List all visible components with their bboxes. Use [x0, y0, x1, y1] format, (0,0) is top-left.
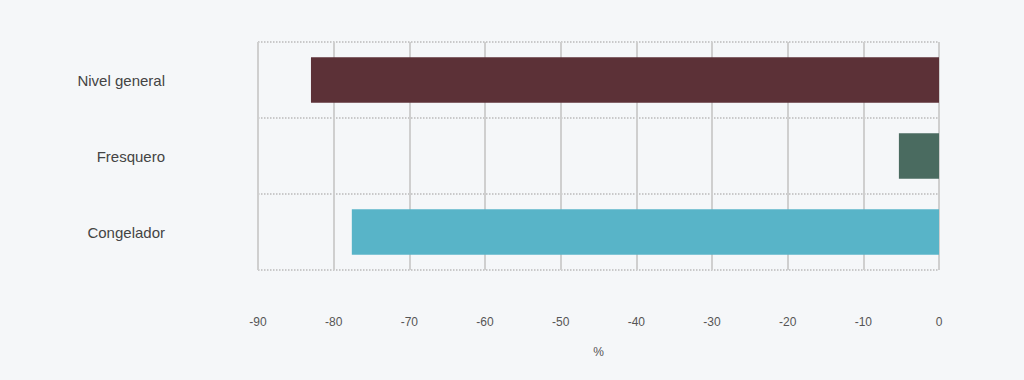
svg-text:-30: -30 [703, 315, 721, 329]
svg-text:Nivel general: Nivel general [77, 72, 165, 89]
svg-text:Congelador: Congelador [87, 224, 165, 241]
svg-text:-40: -40 [628, 315, 646, 329]
svg-text:-10: -10 [855, 315, 873, 329]
svg-text:Fresquero: Fresquero [97, 148, 165, 165]
svg-text:%: % [593, 345, 604, 359]
svg-text:-70: -70 [401, 315, 419, 329]
svg-text:-20: -20 [779, 315, 797, 329]
svg-text:-60: -60 [476, 315, 494, 329]
svg-text:-50: -50 [552, 315, 570, 329]
svg-text:-80: -80 [325, 315, 343, 329]
svg-text:0: 0 [936, 315, 943, 329]
svg-text:-90: -90 [249, 315, 267, 329]
